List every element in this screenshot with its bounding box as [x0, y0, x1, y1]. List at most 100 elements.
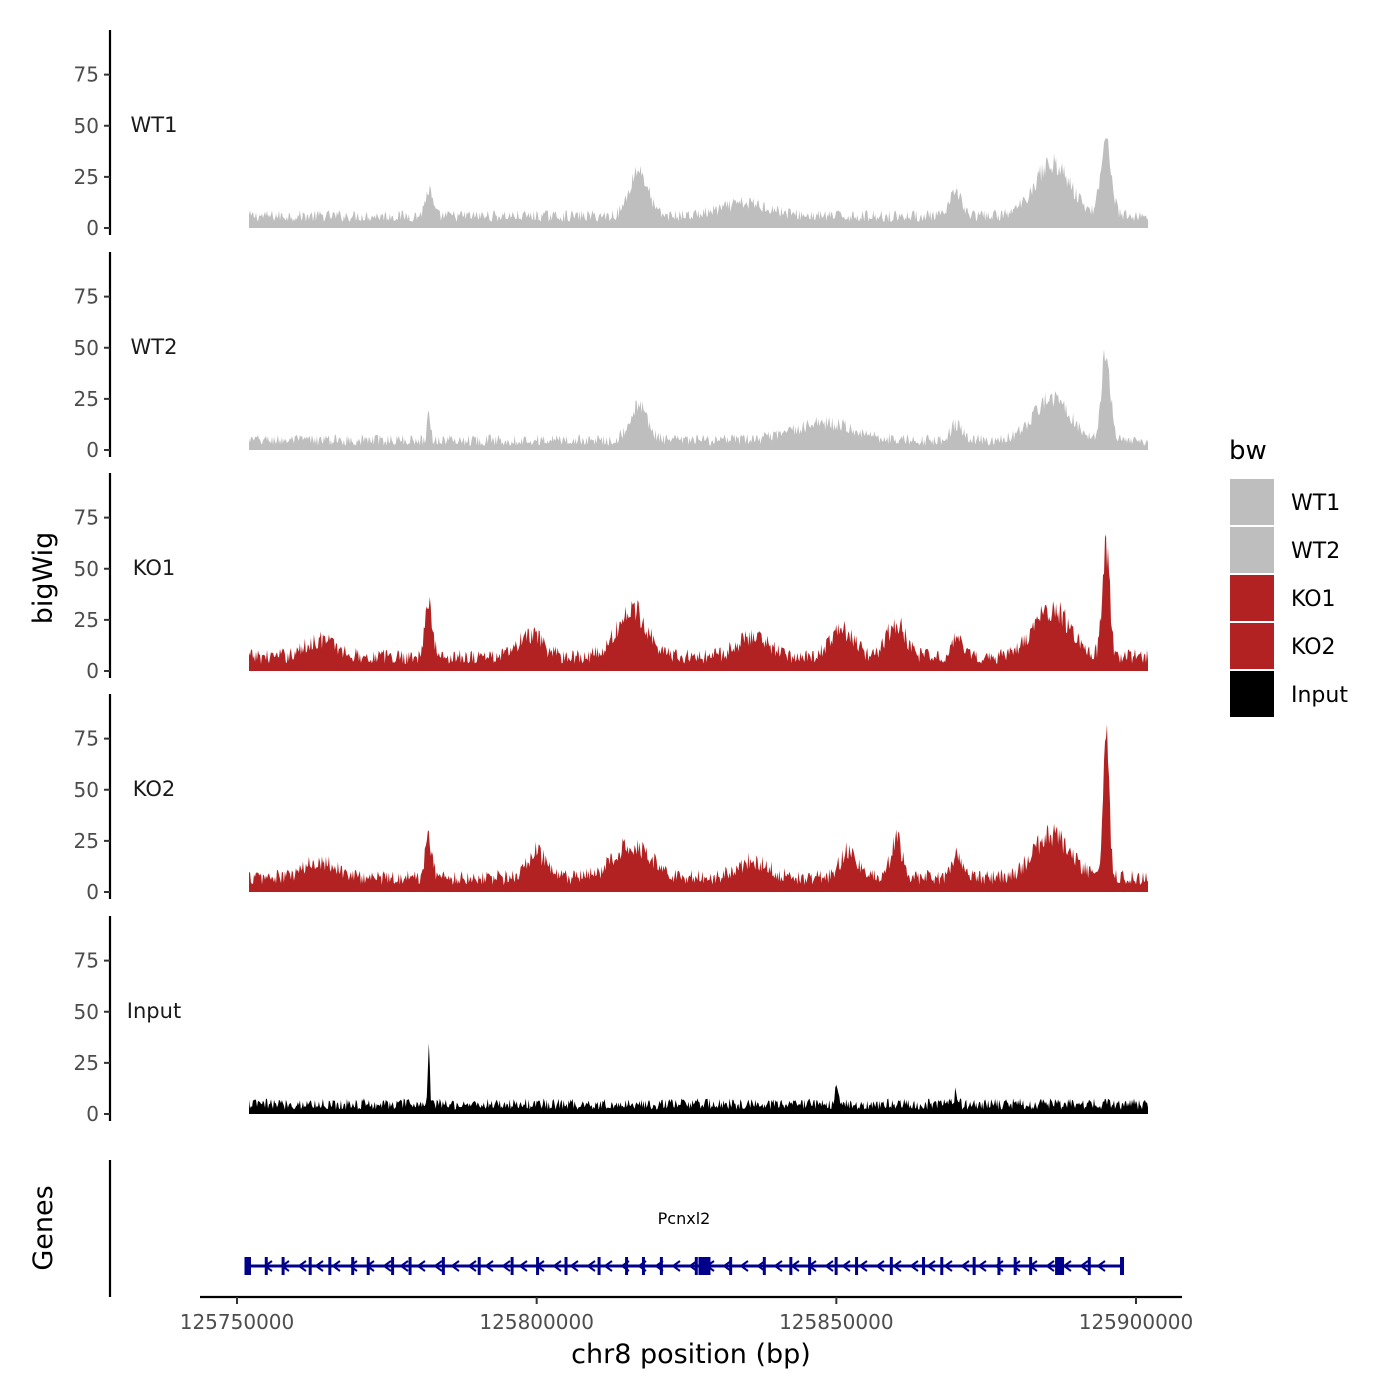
legend-label: WT1 [1291, 491, 1340, 516]
strand-arrow [501, 1260, 511, 1272]
y-tick-label: 25 [74, 829, 99, 853]
gene-thick-exon [698, 1257, 711, 1275]
y-tick-label: 25 [74, 165, 99, 189]
y-tick-label: 0 [86, 880, 99, 904]
strand-arrow [1096, 1260, 1106, 1272]
coverage-area-ko1 [249, 534, 1148, 671]
strand-arrow [399, 1260, 409, 1272]
gene-exon [659, 1257, 663, 1275]
coverage-area-wt2 [249, 349, 1148, 450]
gene-exon [972, 1257, 976, 1275]
strand-arrow [586, 1260, 596, 1272]
y-tick-label: 75 [74, 506, 99, 530]
strand-arrow [960, 1260, 970, 1272]
legend-swatch-ko1 [1230, 575, 1274, 621]
gene-exon [729, 1257, 733, 1275]
track-panel-input: 0 25 50 75 Input [74, 916, 1148, 1126]
strand-arrow [875, 1260, 885, 1272]
y-tick-label: 50 [74, 336, 99, 360]
strand-arrow [314, 1260, 324, 1272]
strand-arrow [552, 1260, 562, 1272]
strand-arrow [892, 1260, 902, 1272]
gene-exon [997, 1257, 1001, 1275]
gene-name-label: Pcnxl2 [658, 1209, 711, 1228]
gene-exon [564, 1257, 568, 1275]
strand-arrow [518, 1260, 528, 1272]
gene-exon [477, 1257, 481, 1275]
strand-arrow [1028, 1260, 1038, 1272]
legend-label: Input [1291, 683, 1348, 708]
y-tick-label: 0 [86, 659, 99, 683]
legend-swatch-ko2 [1230, 623, 1274, 669]
y-tick-label: 25 [74, 608, 99, 632]
strand-arrow [756, 1260, 766, 1272]
y-tick-label: 50 [74, 778, 99, 802]
strand-arrow [705, 1260, 715, 1272]
y-tick-label: 50 [74, 1000, 99, 1024]
strand-arrow [858, 1260, 868, 1272]
legend-swatch-wt1 [1230, 479, 1274, 525]
gene-thick-exon [1055, 1257, 1065, 1275]
x-tick-label: 125850000 [779, 1310, 894, 1334]
strand-arrow [280, 1260, 290, 1272]
gene-exon [641, 1257, 645, 1275]
track-label: WT1 [131, 113, 178, 137]
y-tick-label: 75 [74, 727, 99, 751]
gene-exon [391, 1257, 395, 1275]
gene-exon [351, 1257, 355, 1275]
strand-arrow [365, 1260, 375, 1272]
x-axis-title: chr8 position (bp) [571, 1339, 811, 1370]
coverage-area-wt1 [249, 137, 1148, 228]
track-panel-ko1: 0 25 50 75 KO1 [74, 473, 1148, 683]
strand-arrow [348, 1260, 358, 1272]
strand-arrow [1045, 1260, 1055, 1272]
strand-arrow [263, 1260, 273, 1272]
gene-exon [441, 1257, 445, 1275]
gene-model: Pcnxl2 [244, 1209, 1125, 1275]
gene-exon [408, 1257, 412, 1275]
legend-label: WT2 [1291, 539, 1340, 564]
track-panel-ko2: 0 25 50 75 KO2 [74, 694, 1148, 904]
gene-exon [922, 1257, 926, 1275]
legend-label: KO2 [1291, 635, 1336, 660]
gene-exon [597, 1257, 601, 1275]
strand-arrow [433, 1260, 443, 1272]
gene-exon [694, 1257, 698, 1275]
strand-arrow [824, 1260, 834, 1272]
y-tick-label: 0 [86, 216, 99, 240]
x-tick-label: 125900000 [1079, 1310, 1194, 1334]
strand-arrow [722, 1260, 732, 1272]
strand-arrow [569, 1260, 579, 1272]
strand-arrow [450, 1260, 460, 1272]
strand-arrow [416, 1260, 426, 1272]
strand-arrow [467, 1260, 477, 1272]
gene-exon [625, 1257, 629, 1275]
gene-panel: Genes Pcnxl2 [28, 1160, 1125, 1297]
gene-exon [510, 1257, 514, 1275]
gene-exon [940, 1257, 944, 1275]
legend-label: KO1 [1291, 587, 1336, 612]
strand-arrow [671, 1260, 681, 1272]
strand-arrow [994, 1260, 1004, 1272]
strand-arrow [297, 1260, 307, 1272]
track-label: Input [127, 999, 181, 1023]
strand-arrow [484, 1260, 494, 1272]
gene-exon [244, 1257, 251, 1275]
strand-arrow [637, 1260, 647, 1272]
gene-exon [762, 1257, 766, 1275]
legend: bw WT1 WT2 KO1 KO2 Input [1229, 436, 1348, 717]
track-label: WT2 [131, 335, 178, 359]
x-tick-label: 125800000 [479, 1310, 594, 1334]
coverage-area-ko2 [249, 724, 1148, 892]
legend-swatch-input [1230, 671, 1274, 717]
y-tick-label: 50 [74, 557, 99, 581]
strand-arrow [382, 1260, 392, 1272]
strand-arrow [926, 1260, 936, 1272]
track-label: KO1 [133, 556, 176, 580]
gene-exon [855, 1257, 859, 1275]
y-tick-label: 75 [74, 949, 99, 973]
strand-arrow [807, 1260, 817, 1272]
strand-arrow [790, 1260, 800, 1272]
strand-arrow [331, 1260, 341, 1272]
